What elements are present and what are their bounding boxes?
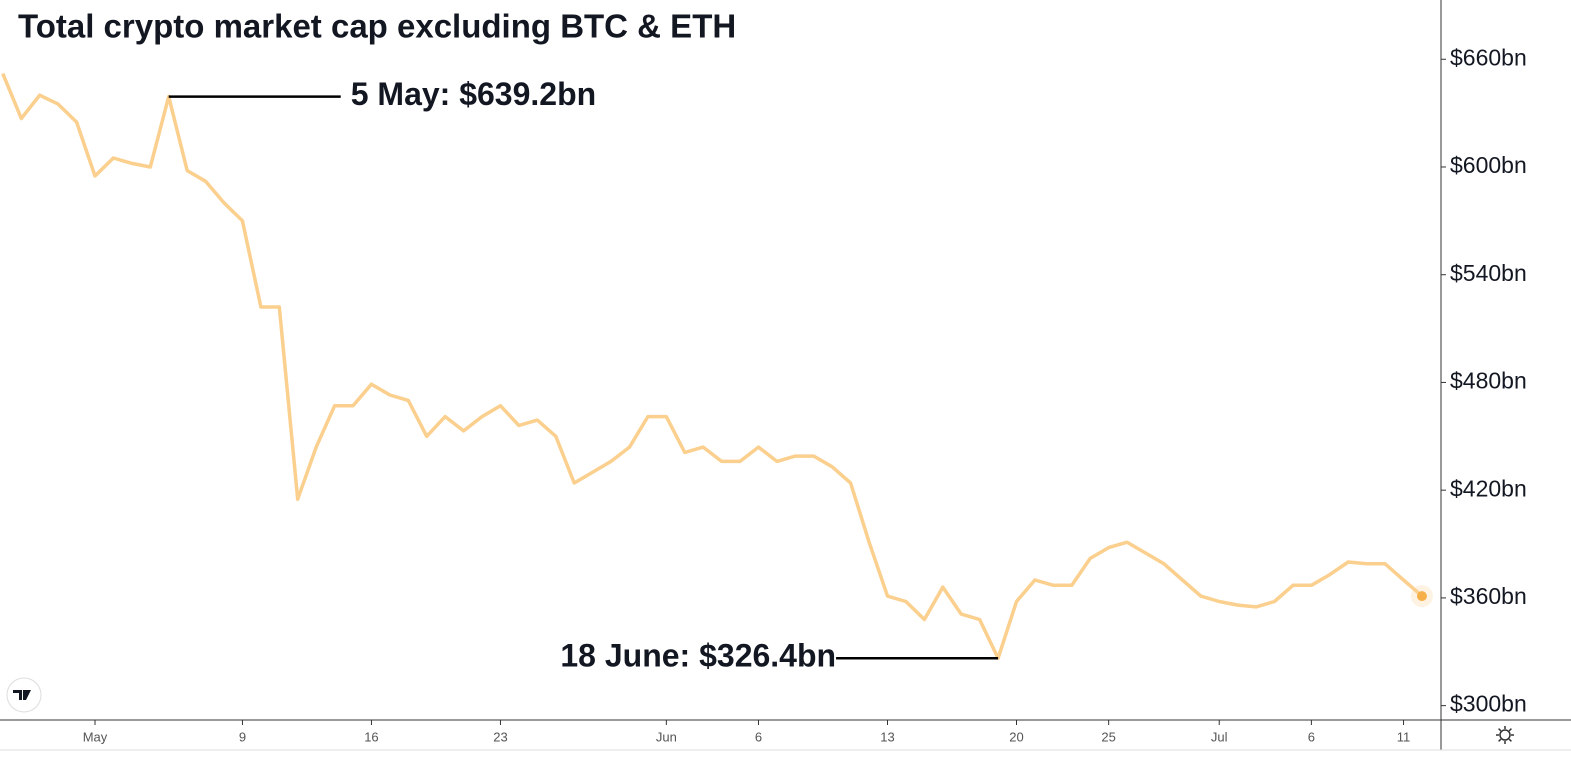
x-tick-label: 20 <box>1009 729 1023 744</box>
x-tick-label: Jul <box>1211 729 1228 744</box>
x-tick-label: 9 <box>239 729 246 744</box>
chart-title: Total crypto market cap excluding BTC & … <box>18 8 736 45</box>
annotation: 18 June: $326.4bn <box>560 638 836 674</box>
x-tick-label: 11 <box>1397 729 1411 744</box>
y-tick-label: $600bn <box>1450 152 1527 178</box>
data-line <box>1 72 1424 660</box>
x-tick-label: 6 <box>755 729 762 744</box>
x-tick-label: May <box>83 729 108 744</box>
y-tick-label: $300bn <box>1450 691 1527 717</box>
y-tick-label: $540bn <box>1450 260 1527 286</box>
x-tick-label: Jun <box>656 729 677 744</box>
x-tick-label: 25 <box>1101 729 1115 744</box>
settings-icon[interactable] <box>1496 726 1514 744</box>
y-tick-label: $360bn <box>1450 583 1527 609</box>
end-marker <box>1416 591 1427 602</box>
y-tick-label: $660bn <box>1450 44 1527 70</box>
x-tick-label: 16 <box>364 729 378 744</box>
x-tick-label: 23 <box>493 729 507 744</box>
y-tick-label: $480bn <box>1450 368 1527 394</box>
tv-logo <box>6 677 42 713</box>
y-tick-label: $420bn <box>1450 475 1527 501</box>
x-tick-label: 13 <box>880 729 894 744</box>
annotation: 5 May: $639.2bn <box>351 76 596 112</box>
x-tick-label: 6 <box>1308 729 1315 744</box>
